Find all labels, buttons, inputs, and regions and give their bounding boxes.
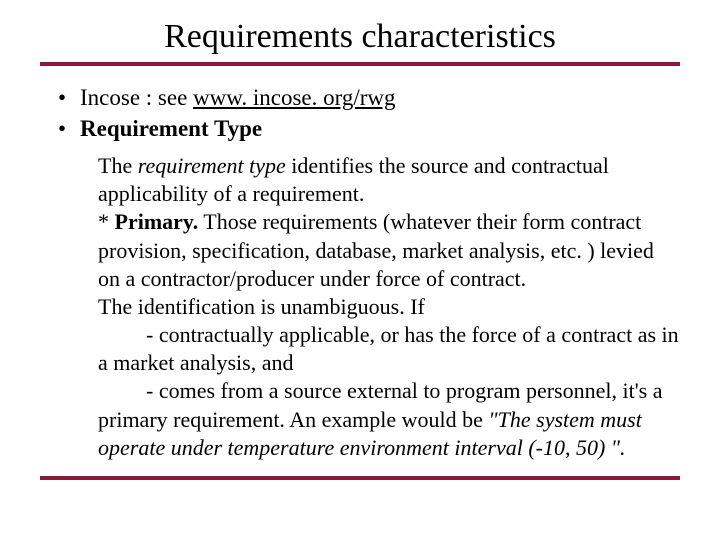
body-para-5: - comes from a source external to progra… [98,377,680,461]
body-text: The [98,153,138,178]
incose-link[interactable]: www. incose. org/rwg [193,85,396,110]
body-para-4: - contractually applicable, or has the f… [98,321,680,377]
body-text: * [98,209,115,234]
body-block: The requirement type identifies the sour… [40,152,680,462]
body-para-2: * Primary. Those requirements (whatever … [98,208,680,292]
bullet-list: Incose : see www. incose. org/rwg Requir… [40,82,680,144]
bullet-item-incose: Incose : see www. incose. org/rwg [58,82,680,113]
body-para-3: The identification is unambiguous. If [98,293,680,321]
body-italic: requirement type [138,153,286,178]
bullet-text-prefix: Incose : see [80,85,193,110]
bullet-item-req-type: Requirement Type [58,113,680,144]
body-bold: Primary. [115,209,199,234]
divider-top [40,62,680,66]
body-para-1: The requirement type identifies the sour… [98,152,680,208]
slide-title: Requirements characteristics [40,18,680,56]
divider-bottom [40,476,680,480]
bullet-text-bold: Requirement Type [80,116,262,141]
